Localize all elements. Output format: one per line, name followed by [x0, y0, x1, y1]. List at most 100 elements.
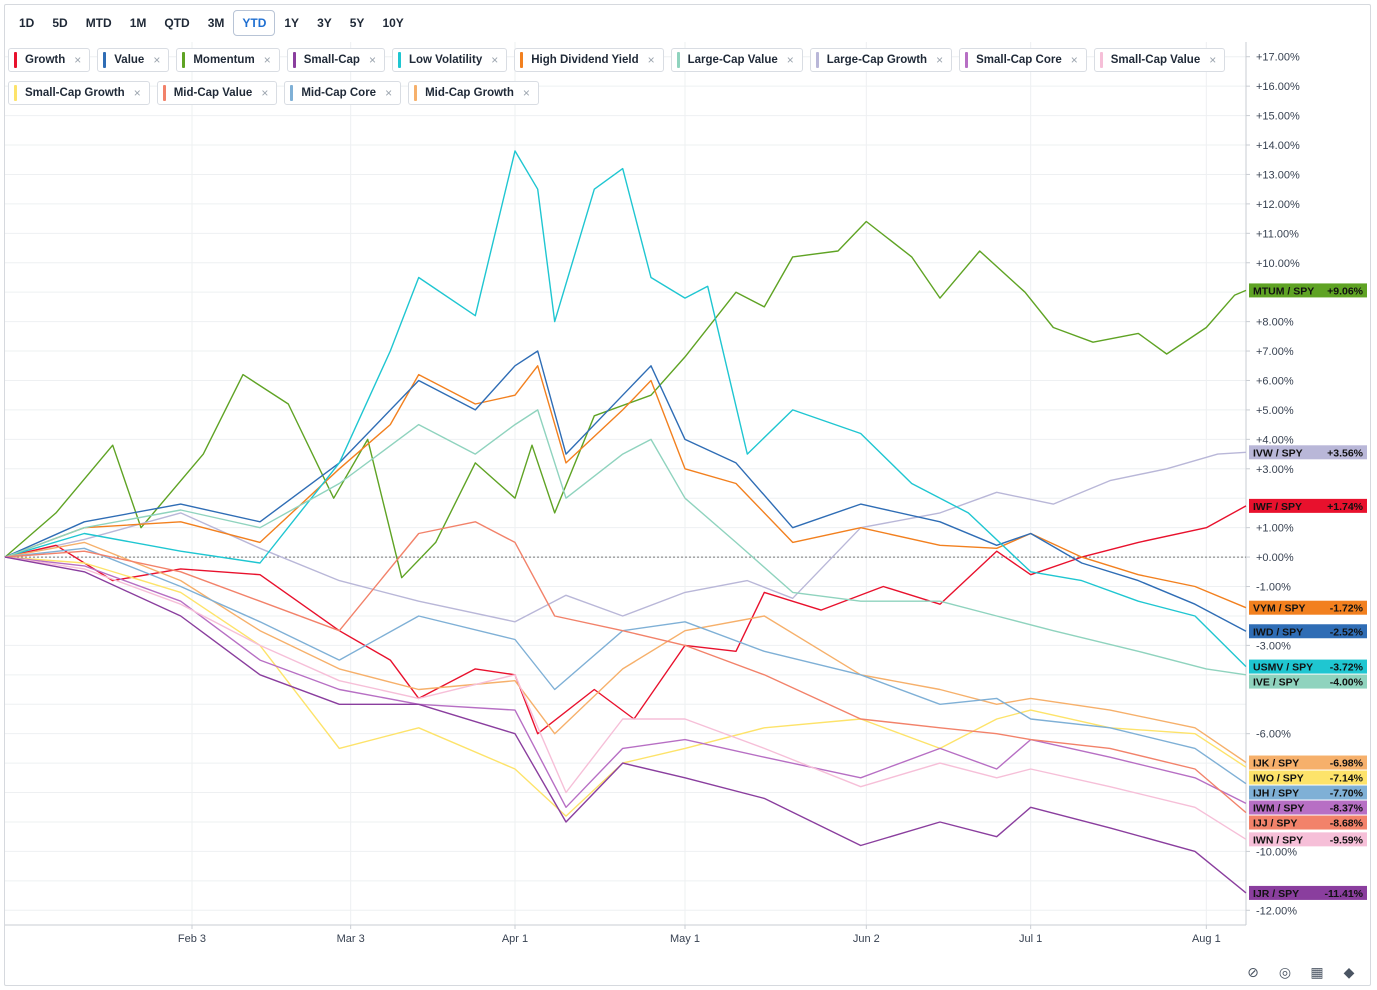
x-tick-label: Jul 1	[1019, 933, 1042, 945]
series-line-ijj[interactable]	[4, 521, 1247, 814]
end-label-ijh: IJH / SPY -7.70%	[1249, 785, 1367, 800]
y-tick-label: +17.00%	[1256, 52, 1300, 64]
remove-icon[interactable]: ×	[261, 86, 269, 100]
y-tick-label: -12.00%	[1256, 905, 1297, 917]
range-1d-button[interactable]: 1D	[19, 16, 35, 30]
series-line-mtum[interactable]	[4, 220, 1247, 579]
legend-chip-small-cap-core[interactable]: Small-Cap Core ×	[959, 48, 1087, 72]
y-tick-label: -6.00%	[1256, 729, 1291, 741]
remove-icon[interactable]: ×	[647, 53, 655, 67]
legend-swatch	[1099, 52, 1103, 68]
x-axis-ticks: Feb 3 Mar 3 Apr 1 May 1 Jun 2 Jul 1 Aug 1	[178, 925, 1221, 945]
series-line-iwd[interactable]	[4, 350, 1247, 632]
y-tick-label: +13.00%	[1256, 169, 1300, 181]
series-line-vym[interactable]	[4, 365, 1247, 609]
x-tick-label: Feb 3	[178, 933, 206, 945]
legend-swatch	[676, 52, 680, 68]
eye-off-icon[interactable]: ⊘	[1247, 963, 1259, 980]
remove-icon[interactable]: ×	[133, 86, 141, 100]
range-1m-button[interactable]: 1M	[129, 16, 147, 30]
legend-chip-small-cap-value[interactable]: Small-Cap Value ×	[1093, 48, 1226, 72]
remove-icon[interactable]: ×	[74, 53, 82, 67]
y-tick-label: +4.00%	[1256, 434, 1294, 446]
legend-swatch	[520, 52, 524, 68]
remove-icon[interactable]: ×	[786, 53, 794, 67]
end-label-value: -11.41%	[1324, 888, 1363, 900]
legend-label: Small-Cap Core	[976, 54, 1062, 66]
range-3y-button[interactable]: 3Y	[317, 16, 332, 30]
legend-chip-small-cap-growth[interactable]: Small-Cap Growth ×	[8, 81, 150, 105]
range-10y-button[interactable]: 10Y	[382, 16, 404, 30]
legend-chip-mid-cap-core[interactable]: Mid-Cap Core ×	[284, 81, 402, 105]
end-label-value: -9.59%	[1330, 834, 1364, 846]
end-label-box	[1249, 885, 1367, 900]
x-tick-label: May 1	[670, 933, 700, 945]
range-5y-button[interactable]: 5Y	[349, 16, 365, 30]
range-qtd-button[interactable]: QTD	[164, 16, 190, 30]
y-tick-label: +12.00%	[1256, 199, 1300, 211]
end-label-ticker: USMV / SPY	[1253, 662, 1313, 674]
end-label-ticker: IWN / SPY	[1253, 834, 1303, 846]
series-line-iwn[interactable]	[4, 556, 1247, 840]
series-line-ijr[interactable]	[4, 556, 1247, 894]
end-label-value: -4.00%	[1330, 677, 1364, 689]
end-label-iwf: IWF / SPY +1.74%	[1249, 498, 1367, 513]
end-label-iwo: IWO / SPY -7.14%	[1249, 770, 1367, 785]
remove-icon[interactable]: ×	[263, 53, 271, 67]
legend-chip-mid-cap-value[interactable]: Mid-Cap Value ×	[156, 81, 278, 105]
legend-chip-value[interactable]: Value ×	[97, 48, 170, 72]
y-tick-label: +1.00%	[1256, 523, 1294, 535]
grid-icon[interactable]: ▦	[1310, 963, 1324, 980]
remove-icon[interactable]: ×	[1209, 53, 1217, 67]
legend-chip-low-volatility[interactable]: Low Volatility ×	[391, 48, 508, 72]
series-line-ivw[interactable]	[4, 451, 1247, 623]
series-line-usmv[interactable]	[4, 150, 1247, 668]
tag-icon[interactable]: ◆	[1343, 963, 1355, 980]
y-tick-label: -10.00%	[1256, 846, 1297, 858]
legend-label: Mid-Cap Value	[173, 87, 253, 99]
range-mtd-button[interactable]: MTD	[85, 16, 112, 30]
range-3m-button[interactable]: 3M	[207, 16, 225, 30]
legend-label: Value	[114, 54, 145, 66]
series-line-iwo[interactable]	[4, 556, 1247, 817]
legend-chip-mid-cap-growth[interactable]: Mid-Cap Growth ×	[408, 81, 539, 105]
legend-chip-momentum[interactable]: Momentum ×	[176, 48, 280, 72]
time-range-bar: 1D 5D MTD 1M QTD 3M YTD 1Y 3Y 5Y 10Y	[10, 10, 413, 36]
series-line-iwf[interactable]	[4, 505, 1247, 735]
legend-chip-small-cap[interactable]: Small-Cap ×	[286, 48, 385, 72]
remove-icon[interactable]: ×	[153, 53, 161, 67]
end-label-ticker: MTUM / SPY	[1253, 285, 1314, 297]
end-label-ijr: IJR / SPY -11.41%	[1249, 885, 1367, 900]
remove-icon[interactable]: ×	[522, 86, 530, 100]
series-line-ijk[interactable]	[4, 541, 1247, 764]
remove-icon[interactable]: ×	[385, 86, 393, 100]
legend-chip-high-dividend-yield[interactable]: High Dividend Yield ×	[514, 48, 664, 72]
range-ytd-button[interactable]: YTD	[233, 10, 276, 36]
remove-icon[interactable]: ×	[491, 53, 499, 67]
range-5d-button[interactable]: 5D	[52, 16, 68, 30]
end-label-box	[1249, 815, 1367, 830]
y-tick-label: -1.00%	[1256, 582, 1291, 594]
legend-chip-large-cap-growth[interactable]: Large-Cap Growth ×	[809, 48, 953, 72]
series-line-iwm[interactable]	[4, 556, 1247, 808]
end-label-ticker: IWM / SPY	[1253, 803, 1304, 815]
legend-label: Small-Cap Growth	[25, 87, 125, 99]
compare-icon[interactable]: ◎	[1278, 963, 1292, 980]
remove-icon[interactable]: ×	[1070, 53, 1078, 67]
series-line-ive[interactable]	[4, 409, 1247, 676]
y-tick-label: +11.00%	[1256, 228, 1299, 240]
end-label-ive: IVE / SPY -4.00%	[1249, 674, 1367, 689]
end-label-value: -8.68%	[1330, 818, 1364, 830]
series-line-ijh[interactable]	[4, 547, 1247, 785]
gridlines	[5, 42, 1246, 925]
end-label-box	[1249, 445, 1367, 460]
legend-swatch	[397, 52, 401, 68]
series-end-labels: MTUM / SPY +9.06% IVW / SPY +3.56% IWF / SPY…	[1249, 283, 1367, 900]
range-1y-button[interactable]: 1Y	[284, 16, 300, 30]
end-label-value: +3.56%	[1327, 447, 1364, 459]
remove-icon[interactable]: ×	[368, 53, 376, 67]
legend-chip-large-cap-value[interactable]: Large-Cap Value ×	[670, 48, 803, 72]
legend-chip-growth[interactable]: Growth ×	[8, 48, 91, 72]
remove-icon[interactable]: ×	[936, 53, 944, 67]
